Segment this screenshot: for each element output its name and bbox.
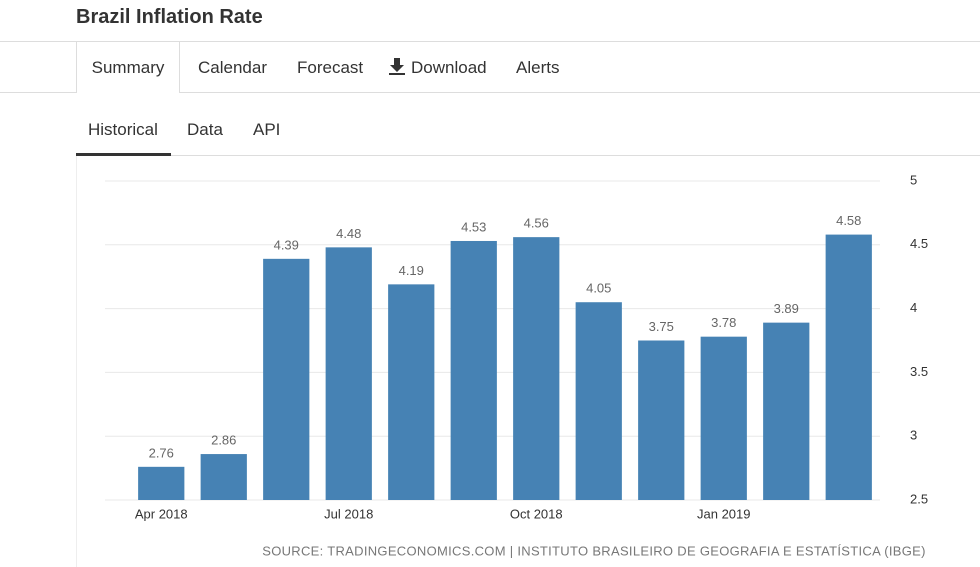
- source: SOURCE: TRADINGECONOMICS.COM | INSTITUTO…: [262, 543, 926, 558]
- bar: [763, 322, 810, 500]
- value-label: 2.86: [211, 433, 236, 448]
- value-label: 3.78: [711, 315, 736, 330]
- tab[interactable]: Summary: [76, 42, 180, 93]
- value-label: 3.89: [774, 301, 799, 316]
- subtab[interactable]: API: [253, 120, 281, 139]
- tab[interactable]: Forecast: [297, 58, 364, 77]
- subtab[interactable]: Data: [187, 120, 223, 139]
- x-tick-label: Oct 2018: [510, 506, 563, 521]
- page-title: Brazil Inflation Rate: [76, 6, 263, 28]
- tab[interactable]: Download: [411, 58, 487, 77]
- title-bar: Brazil Inflation Rate: [0, 0, 980, 42]
- value-label: 4.19: [399, 263, 424, 278]
- y-tick-label: 2.5: [910, 491, 928, 506]
- bar: [450, 240, 497, 501]
- y-tick-label: 4.5: [910, 236, 928, 251]
- value-label: 4.48: [336, 226, 361, 241]
- x-tick-label: Jul 2018: [324, 506, 373, 521]
- bar: [513, 237, 560, 501]
- bar: [825, 234, 872, 501]
- download-icon: [389, 58, 405, 75]
- bar: [638, 340, 685, 500]
- value-label: 4.53: [461, 219, 486, 234]
- value-label: 2.76: [149, 445, 174, 460]
- divider: [76, 156, 77, 567]
- value-label: 4.56: [524, 216, 549, 231]
- tab[interactable]: Alerts: [516, 58, 560, 77]
- subtab[interactable]: Historical: [88, 120, 158, 139]
- bar: [575, 302, 622, 500]
- value-label: 3.75: [649, 319, 674, 334]
- bar: [263, 258, 310, 500]
- y-tick-label: 3.5: [910, 364, 928, 379]
- value-label: 4.39: [274, 237, 299, 252]
- active-underline: [76, 153, 171, 156]
- bar: [200, 454, 247, 500]
- tab-bar: Summary Calendar Forecast Download Alert…: [0, 42, 980, 93]
- value-label: 4.58: [836, 213, 861, 228]
- tab[interactable]: Calendar: [198, 58, 267, 77]
- x-tick-label: Jan 2019: [697, 506, 751, 521]
- x-tick-label: Apr 2018: [135, 506, 188, 521]
- bar: [388, 284, 435, 500]
- value-label: 4.05: [586, 281, 611, 296]
- bar: [325, 247, 372, 500]
- divider: [76, 155, 980, 156]
- bar: [138, 466, 185, 500]
- y-tick-label: 5: [910, 172, 917, 187]
- bar: [700, 336, 747, 500]
- y-tick-label: 4: [910, 300, 917, 315]
- y-tick-label: 3: [910, 428, 917, 443]
